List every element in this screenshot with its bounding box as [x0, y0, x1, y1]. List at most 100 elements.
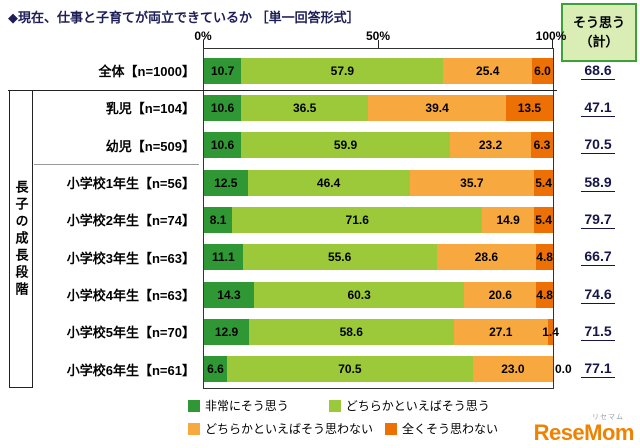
legend-swatch	[385, 422, 398, 435]
category-label: 乳児【n=104】	[105, 101, 195, 117]
segment-value: 36.5	[292, 100, 317, 115]
bar-segment: 6.6	[204, 356, 228, 383]
segment-value: 14.3	[217, 287, 241, 302]
logo-wordmark: ReseMom	[533, 420, 635, 445]
agree-total-header-line1: そう思う	[572, 14, 625, 30]
axis-tick-label-100: 100%	[535, 29, 567, 43]
axis-tick-mark	[552, 40, 553, 48]
segment-value: 10.6	[210, 138, 235, 153]
bar-segment: 25.4	[443, 57, 533, 84]
logo-kana-text: リセマム	[592, 414, 624, 421]
resemom-logo: リセマム ReseMom	[533, 412, 635, 445]
segment-value: 46.4	[316, 175, 341, 190]
bar-row: 6.6 70.5 23.0 0.0	[204, 351, 572, 388]
stacked-bar: 11.1 55.6 28.6 4.8	[204, 244, 553, 271]
category-label: 全体【n=1000】	[98, 64, 195, 80]
legend-label: 全くそう思わない	[402, 422, 499, 436]
stacked-bar: 10.6 59.9 23.2 6.3	[204, 132, 553, 159]
agree-total-value: 71.5	[581, 323, 615, 341]
total-cell: 77.1	[556, 351, 640, 388]
segment-value: 71.6	[345, 212, 369, 227]
legend-label: どちらかといえばそう思う	[345, 399, 490, 413]
bar-segment: 10.7	[204, 57, 242, 84]
bar-segment: 57.9	[241, 57, 444, 84]
category-labels: 全体【n=1000】 乳児【n=104】 幼児【n=509】 小学校1年生【n=56】…	[30, 52, 199, 388]
bar-row: 14.3 60.3 20.6 4.8	[204, 276, 553, 313]
legend-item: どちらかといえばそう思う	[328, 397, 490, 414]
segment-value: 4.8	[536, 250, 553, 265]
agree-total-header: そう思う （計）	[561, 3, 637, 62]
bar-row: 10.7 57.9 25.4 6.0	[204, 52, 553, 89]
bar-segment: 59.9	[240, 132, 451, 159]
stacked-bar: 12.9 58.6 27.1 1.4	[204, 318, 559, 345]
bar-segment: 13.5	[505, 94, 553, 121]
stacked-bar: 8.1 71.6 14.9 5.4	[204, 206, 553, 233]
legend-item: どちらかといえばそう思わない	[188, 420, 373, 437]
stacked-bar: 10.7 57.9 25.4 6.0	[204, 57, 553, 84]
segment-value: 39.4	[425, 100, 449, 115]
segment-value: 6.6	[207, 362, 224, 377]
bar-segment: 10.6	[204, 94, 241, 121]
legend-item: 全くそう思わない	[385, 420, 498, 437]
legend: 非常にそう思う どちらかといえばそう思う どちらかといえばそう思わない 全くそう思わ…	[188, 397, 498, 437]
total-cell: 71.5	[556, 313, 640, 350]
legend-swatch	[328, 399, 341, 412]
bar-segment: 11.1	[204, 244, 243, 271]
bar-segment: 1.4	[542, 318, 559, 345]
bar-segment: 70.5	[227, 356, 473, 383]
bar-segment: 27.1	[453, 318, 549, 345]
legend-item: 非常にそう思う	[188, 397, 289, 414]
segment-value: 14.9	[496, 212, 520, 227]
segment-value: 6.0	[534, 63, 551, 78]
legend-swatch	[188, 422, 200, 435]
bar-segment: 39.4	[368, 94, 506, 121]
agree-total-value: 58.9	[581, 174, 615, 192]
group-label-box: 長子の成長段階	[9, 90, 33, 388]
bar-segment: 46.4	[247, 169, 410, 196]
bar-segment: 28.6	[436, 244, 537, 271]
agree-total-header-line2: （計）	[579, 33, 619, 49]
chart-title: ◆現在、仕事と子育てが両立できているか ［単一回答形式］	[8, 10, 360, 25]
bar-segment: 14.9	[482, 206, 535, 233]
segment-value: 10.7	[210, 63, 235, 78]
bar-segment: 10.6	[204, 132, 241, 159]
bar-segment: 23.0	[472, 356, 553, 383]
segment-value: 12.9	[214, 324, 239, 339]
bar-segment: 5.4	[534, 169, 553, 196]
segment-value: 13.5	[517, 100, 542, 115]
axis-tick-label-0: 0%	[194, 29, 212, 43]
segment-value: 12.5	[214, 175, 238, 190]
segment-value: 23.2	[478, 138, 503, 153]
bar-segment: 58.6	[249, 318, 454, 345]
axis-tick-label-50: 50%	[365, 29, 391, 43]
legend-row: どちらかといえばそう思わない 全くそう思わない	[188, 420, 498, 437]
stacked-bar: 6.6 70.5 23.0 0.0	[204, 356, 572, 383]
segment-value: 35.7	[460, 175, 484, 190]
segment-value: 25.4	[476, 63, 500, 78]
segment-value: 70.5	[338, 362, 362, 377]
category-label: 幼児【n=509】	[105, 138, 195, 154]
plot-area	[203, 48, 554, 389]
stacked-bar: 12.5 46.4 35.7 5.4	[204, 169, 553, 196]
agree-total-value: 70.5	[581, 136, 615, 155]
legend-swatch	[188, 399, 200, 412]
bar-row: 11.1 55.6 28.6 4.8	[204, 239, 553, 276]
category-label: 小学校2年生【n=74】	[66, 213, 195, 229]
segment-value: 58.6	[339, 324, 363, 339]
category-label: 小学校3年生【n=63】	[66, 250, 195, 266]
segment-value: 59.9	[333, 138, 358, 153]
bar-segment: 35.7	[409, 169, 535, 196]
segment-value: 55.6	[327, 250, 352, 265]
agree-total-value: 68.6	[581, 62, 615, 80]
agree-totals-column: 68.6 47.1 70.5 58.9 79.7 66.7 74.6 71.5 77.1	[556, 52, 640, 388]
bar-row: 10.6 36.5 39.4 13.5	[204, 89, 553, 126]
bar-segment: 6.0	[532, 57, 553, 84]
bar-segment: 14.3	[204, 281, 254, 308]
bar-row: 8.1 71.6 14.9 5.4	[204, 201, 553, 238]
total-cell: 47.1	[556, 89, 640, 126]
category-label: 小学校6年生【n=61】	[66, 362, 195, 378]
segment-value: 1.4	[542, 324, 559, 339]
legend-row: 非常にそう思う どちらかといえばそう思う	[188, 397, 498, 414]
segment-value: 11.1	[212, 250, 235, 265]
category-label: 小学校4年生【n=63】	[66, 288, 195, 304]
